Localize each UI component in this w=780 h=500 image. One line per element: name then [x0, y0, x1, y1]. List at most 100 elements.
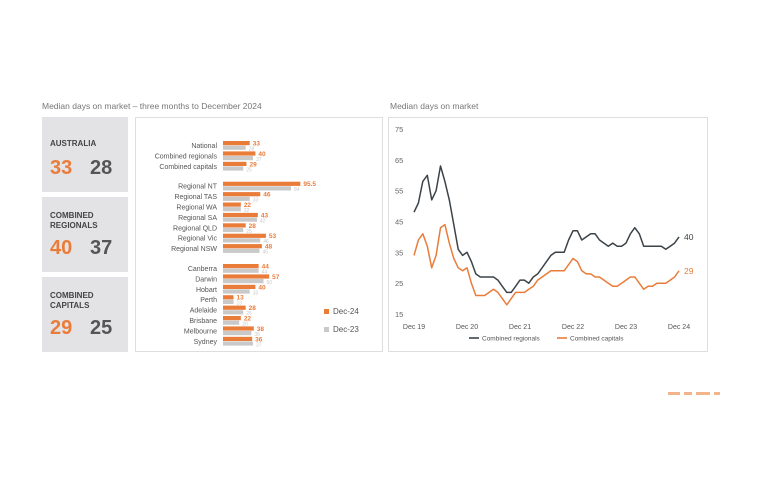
- bar-dec23: [223, 186, 292, 191]
- bar-category-label: Sydney: [194, 339, 218, 346]
- bar-dec24: [223, 202, 241, 207]
- bar-dec24: [223, 244, 262, 249]
- bar-value-label-dec24: 28: [249, 305, 257, 312]
- bar-dec24: [223, 181, 301, 186]
- bar-value-label-dec24: 95.5: [303, 181, 316, 188]
- bar-dec23: [223, 207, 241, 212]
- bar-value-label-dec23: 44: [262, 270, 268, 276]
- line-end-label: 40: [684, 232, 694, 242]
- bar-dec24: [223, 223, 246, 228]
- legend-swatch-dec24: [324, 309, 329, 314]
- bar-value-label-dec24: 40: [258, 151, 266, 158]
- bar-category-label: Combined regionals: [155, 153, 218, 160]
- bar-dec23: [223, 341, 253, 346]
- bar-dec24: [223, 141, 250, 146]
- bar-dec23: [223, 279, 264, 284]
- bar-category-label: Brisbane: [189, 318, 217, 325]
- bar-category-label: Hobart: [196, 287, 217, 294]
- bar-dec23: [223, 196, 250, 201]
- bar-dec23: [223, 238, 261, 243]
- x-tick-label: Dec 23: [615, 324, 637, 331]
- bar-value-label-dec23: 25: [246, 311, 252, 317]
- bar-dec24: [223, 192, 261, 197]
- bar-value-label-dec24: 13: [237, 295, 245, 302]
- bar-value-label-dec24: 46: [263, 192, 271, 199]
- y-tick-label: 45: [395, 218, 403, 227]
- bar-value-label-dec23: 13: [237, 301, 243, 307]
- bar-value-label-dec24: 28: [249, 223, 257, 230]
- bar-category-label: Melbourne: [184, 328, 217, 335]
- bar-category-label: National: [191, 143, 217, 150]
- bar-value-label-dec23: 20: [242, 322, 248, 328]
- bar-category-label: Adelaide: [190, 308, 217, 315]
- bar-category-label: Regional NT: [178, 184, 218, 191]
- bar-value-label-dec23: 42: [260, 218, 266, 224]
- x-tick-label: Dec 22: [562, 324, 584, 331]
- bar-value-label-dec24: 38: [257, 326, 265, 333]
- bar-dec24: [223, 316, 241, 321]
- tile-combined-regionals: COMBINED REGIONALS 40 37: [42, 197, 128, 272]
- line-chart-title: Median days on market: [390, 101, 479, 111]
- bar-category-label: Regional NSW: [171, 246, 217, 253]
- bar-value-label-dec23: 33: [253, 290, 259, 296]
- bar-dec23: [223, 166, 244, 171]
- legend-label: Combined regionals: [482, 336, 541, 343]
- x-tick-label: Dec 21: [509, 324, 531, 331]
- tile-label: COMBINED REGIONALS: [50, 211, 98, 230]
- bar-value-label-dec23: 33: [253, 198, 259, 204]
- bar-value-label-dec24: 22: [244, 316, 252, 323]
- tile-dec23-value: 37: [90, 237, 113, 259]
- bar-dec23: [223, 145, 246, 150]
- x-tick-label: Dec 24: [668, 324, 690, 331]
- bar-value-label-dec23: 50: [267, 280, 273, 286]
- bar-value-label-dec24: 44: [262, 264, 270, 271]
- bar-value-label-dec23: 37: [256, 342, 262, 348]
- bar-category-label: Combined capitals: [159, 164, 217, 171]
- bar-dec24: [223, 295, 234, 300]
- bar-value-label-dec23: 84: [294, 187, 300, 193]
- bar-category-label: Regional Vic: [178, 236, 218, 243]
- bar-value-label-dec24: 22: [244, 202, 252, 209]
- bar-dec23: [223, 331, 252, 336]
- bar-dec24: [223, 151, 256, 156]
- bar-value-label-dec23: 25: [246, 229, 252, 235]
- bar-value-label-dec24: 57: [272, 274, 280, 281]
- y-tick-label: 65: [395, 156, 403, 165]
- x-tick-label: Dec 20: [456, 324, 478, 331]
- bar-value-label-dec24: 40: [258, 284, 266, 291]
- y-tick-label: 35: [395, 248, 403, 257]
- bar-dec24: [223, 161, 247, 166]
- bar-value-label-dec23: 46: [263, 239, 269, 245]
- bar-dec24: [223, 284, 256, 289]
- tile-dec24-value: 40: [50, 237, 73, 259]
- y-tick-label: 15: [395, 310, 403, 319]
- bar-value-label-dec23: 35: [254, 332, 260, 338]
- line-series-combined-regionals: [413, 165, 680, 294]
- bar-category-label: Darwin: [195, 276, 217, 283]
- bar-value-label-dec24: 43: [261, 212, 269, 219]
- line-end-label: 29: [684, 266, 694, 276]
- bar-dec24: [223, 212, 258, 218]
- bar-chart: National 33 28 Combined regionals 40 37 Combin…: [155, 141, 360, 349]
- bar-dec23: [223, 299, 234, 304]
- tile-label: COMBINED CAPITALS: [50, 291, 94, 310]
- bar-dec23: [223, 289, 250, 294]
- bar-category-label: Regional QLD: [173, 225, 217, 232]
- tile-label: AUSTRALIA: [50, 139, 97, 148]
- bar-value-label-dec24: 36: [255, 336, 263, 343]
- bar-chart-panel: National 33 28 Combined regionals 40 37 Combin…: [135, 117, 383, 352]
- bar-dec24: [223, 264, 259, 269]
- legend-label-dec23: Dec-23: [333, 325, 359, 334]
- line-chart-panel: 15 25 35 45 55 65 75 Dec 19 Dec 20 Dec 21 Dec 22 De…: [388, 117, 708, 352]
- bar-category-label: Regional WA: [176, 205, 217, 212]
- line-series-combined-capitals: [413, 223, 680, 306]
- bar-category-label: Regional TAS: [174, 194, 217, 201]
- bar-chart-title: Median days on market – three months to …: [42, 101, 262, 111]
- bar-dec24: [223, 274, 270, 279]
- bar-dec24: [223, 336, 253, 341]
- line-chart: 15 25 35 45 55 65 75 Dec 19 Dec 20 Dec 21 Dec 22 De…: [395, 125, 694, 343]
- bar-value-label-dec24: 53: [269, 233, 277, 240]
- bar-value-label-dec23: 45: [262, 250, 268, 256]
- tile-dec23-value: 28: [90, 157, 113, 179]
- bar-value-label-dec24: 29: [249, 161, 257, 168]
